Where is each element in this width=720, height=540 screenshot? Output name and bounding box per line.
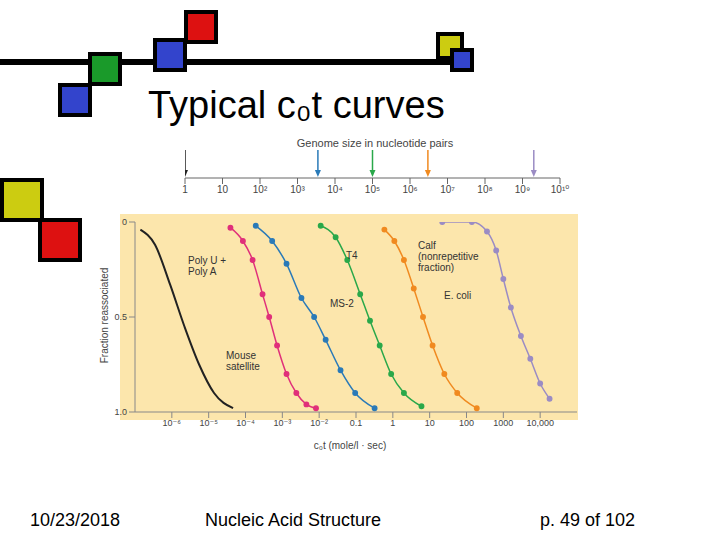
svg-text:10³: 10³	[290, 184, 305, 195]
html-text:Nucleic Acid Structure: Nucleic Acid Structure	[205, 510, 382, 530]
html-text:c₀t (mole/l · sec): c₀t (mole/l · sec)	[313, 440, 387, 451]
svg-text:10⁻²: 10⁻²	[310, 418, 328, 428]
html-text:MS-2: MS-2	[330, 298, 354, 309]
svg-text:10⁷: 10⁷	[440, 184, 455, 195]
html-text:Genome size in nucleotide pair: Genome size in nucleotide pairs	[296, 137, 454, 149]
svg-text:10¹⁰: 10¹⁰	[551, 184, 569, 195]
html-text:Fraction reassociated: Fraction reassociated	[98, 267, 110, 364]
svg-text:10⁸: 10⁸	[477, 184, 492, 195]
html-text:Typical c₀t curves: Typical c₀t curves	[148, 84, 445, 126]
svg-text:1: 1	[182, 184, 188, 195]
html-text:10/23/2018: 10/23/2018	[30, 510, 121, 530]
html-text:Mouse satellite: Mouse satellite	[226, 350, 260, 372]
svg-text:10⁻⁴: 10⁻⁴	[236, 418, 255, 428]
svg-text:10⁻⁶: 10⁻⁶	[163, 418, 182, 428]
svg-text:1000: 1000	[493, 418, 513, 428]
svg-text:100: 100	[459, 418, 474, 428]
svg-text:10⁻⁵: 10⁻⁵	[199, 418, 218, 428]
svg-text:10⁶: 10⁶	[402, 184, 417, 195]
html-text:Poly U + Poly A: Poly U + Poly A	[188, 255, 227, 277]
svg-text:0.1: 0.1	[350, 418, 363, 428]
html-text:Calf (nonrepetitive fraction): Calf (nonrepetitive fraction)	[418, 240, 479, 273]
svg-text:10²: 10²	[253, 184, 268, 195]
html-text:E. coli: E. coli	[444, 290, 472, 301]
svg-text:10⁹: 10⁹	[515, 184, 530, 195]
svg-text:10⁻³: 10⁻³	[273, 418, 291, 428]
svg-text:10⁵: 10⁵	[365, 184, 380, 195]
svg-text:0.5: 0.5	[114, 312, 127, 322]
svg-text:1.0: 1.0	[114, 407, 127, 417]
html-text:T4: T4	[346, 250, 358, 261]
svg-text:10: 10	[217, 184, 229, 195]
svg-text:0: 0	[122, 217, 127, 227]
html-text:p. 49 of 102: p. 49 of 102	[540, 510, 636, 530]
svg-text:10,000: 10,000	[526, 418, 554, 428]
svg-text:10⁴: 10⁴	[327, 184, 342, 195]
svg-text:10: 10	[425, 418, 435, 428]
svg-text:1: 1	[390, 418, 395, 428]
